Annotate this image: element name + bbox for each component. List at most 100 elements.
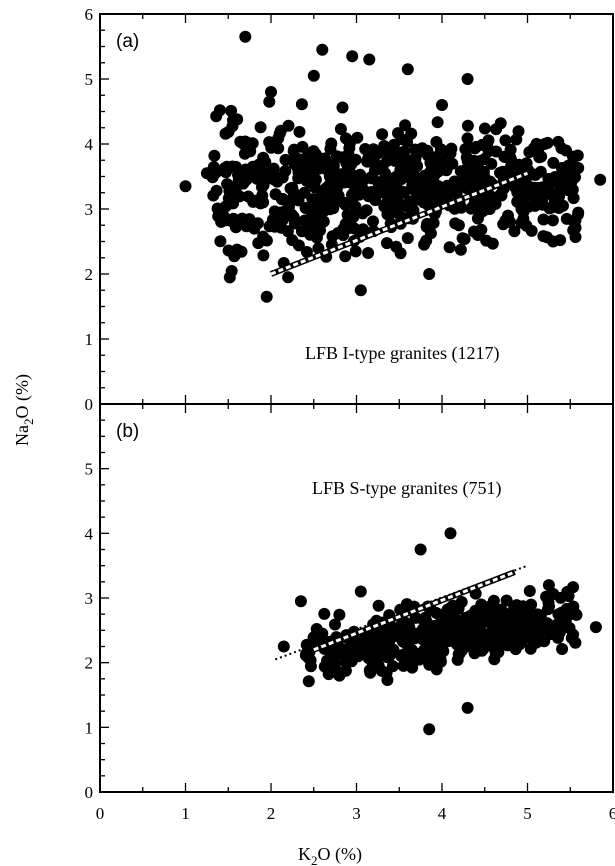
scatter-point bbox=[478, 122, 491, 135]
scatter-point bbox=[339, 250, 352, 263]
scatter-point bbox=[434, 143, 447, 156]
y-tick-label: 2 bbox=[85, 654, 94, 673]
scatter-point bbox=[401, 638, 413, 651]
scatter-point bbox=[459, 638, 472, 651]
scatter-point bbox=[415, 191, 428, 203]
scatter-point bbox=[298, 186, 311, 199]
scatter-point bbox=[516, 618, 529, 631]
scatter-point bbox=[464, 613, 477, 626]
scatter-point bbox=[227, 197, 240, 210]
scatter-point bbox=[279, 165, 292, 177]
panel-b-frame bbox=[99, 403, 614, 793]
scatter-point bbox=[265, 86, 277, 98]
scatter-point bbox=[219, 127, 232, 140]
scatter-point bbox=[436, 156, 449, 169]
scatter-point bbox=[471, 212, 484, 225]
scatter-point bbox=[571, 149, 584, 162]
scatter-point bbox=[430, 189, 443, 202]
scatter-point bbox=[427, 172, 440, 185]
scatter-point bbox=[461, 73, 474, 85]
scatter-point bbox=[336, 101, 349, 114]
y-tick-label: 3 bbox=[85, 589, 94, 608]
scatter-point bbox=[302, 219, 315, 232]
scatter-point bbox=[469, 624, 482, 637]
y-tick-label: 1 bbox=[85, 718, 94, 737]
scatter-point bbox=[353, 169, 366, 182]
scatter-point bbox=[452, 219, 465, 232]
scatter-point bbox=[331, 173, 344, 186]
scatter-point bbox=[479, 202, 492, 215]
scatter-point bbox=[594, 173, 607, 186]
scatter-point bbox=[374, 186, 387, 199]
scatter-point bbox=[237, 177, 250, 190]
scatter-point bbox=[329, 618, 341, 631]
scatter-point bbox=[385, 206, 398, 219]
scatter-point bbox=[260, 234, 273, 247]
scatter-point bbox=[406, 661, 419, 674]
scatter-point bbox=[210, 166, 223, 179]
scatter-point bbox=[329, 664, 342, 677]
scatter-point bbox=[332, 189, 345, 202]
scatter-point bbox=[538, 138, 551, 150]
x-tick-label: 5 bbox=[523, 804, 532, 823]
scatter-point bbox=[343, 137, 356, 150]
scatter-point bbox=[504, 161, 517, 174]
scatter-point bbox=[309, 173, 322, 186]
scatter-point bbox=[546, 201, 559, 214]
scatter-point bbox=[468, 647, 481, 660]
scatter-point bbox=[436, 99, 448, 111]
scatter-point bbox=[540, 187, 553, 200]
scatter-point bbox=[390, 240, 403, 253]
scatter-point bbox=[476, 138, 489, 151]
scatter-point bbox=[215, 212, 228, 225]
scatter-point bbox=[362, 247, 375, 259]
scatter-point bbox=[454, 165, 467, 178]
scatter-point bbox=[461, 119, 474, 132]
scatter-point bbox=[263, 95, 276, 108]
scatter-point bbox=[510, 133, 523, 146]
scatter-point bbox=[589, 621, 602, 634]
scatter-point bbox=[253, 158, 266, 171]
panel-b: 0 1 2 3 4 5 6 0 1 2 3 4 5 (b) LFB S-type granites (7… bbox=[85, 403, 615, 823]
scatter-point bbox=[362, 652, 375, 665]
scatter-point bbox=[367, 215, 379, 228]
scatter-point bbox=[547, 588, 560, 600]
panel-b-tag: (b) bbox=[116, 421, 139, 442]
scatter-point bbox=[302, 675, 315, 688]
scatter-point bbox=[470, 634, 482, 647]
scatter-point bbox=[300, 246, 313, 258]
scatter-point bbox=[411, 160, 423, 172]
x-tick-label: 4 bbox=[438, 804, 447, 823]
scatter-point bbox=[527, 633, 540, 646]
scatter-point bbox=[274, 124, 287, 137]
scatter-point bbox=[401, 63, 414, 76]
scatter-point bbox=[214, 235, 227, 248]
scatter-point bbox=[287, 186, 300, 199]
scatter-point bbox=[236, 212, 249, 225]
scatter-point bbox=[446, 599, 459, 612]
scatter-point bbox=[396, 133, 408, 146]
scatter-point bbox=[354, 585, 367, 598]
scatter-point bbox=[508, 225, 521, 238]
scatter-point bbox=[342, 148, 355, 161]
panel-a-tag: (a) bbox=[116, 31, 139, 52]
y-tick-label: 4 bbox=[85, 135, 94, 154]
panel-b-ticks: 0 1 2 3 4 5 6 0 1 2 3 4 5 bbox=[85, 403, 615, 823]
scatter-point bbox=[451, 625, 464, 638]
scatter-point bbox=[411, 649, 424, 662]
scatter-point bbox=[268, 168, 281, 181]
scatter-point bbox=[343, 222, 356, 234]
x-tick-label: 1 bbox=[181, 804, 190, 823]
scatter-point bbox=[567, 224, 580, 237]
scatter-point bbox=[488, 639, 501, 652]
scatter-point bbox=[439, 607, 452, 620]
scatter-point bbox=[345, 655, 358, 668]
scatter-point bbox=[318, 607, 331, 620]
scatter-point bbox=[431, 116, 444, 129]
scatter-point bbox=[376, 128, 389, 141]
y-tick-label: 1 bbox=[85, 330, 94, 349]
scatter-point bbox=[565, 632, 578, 644]
scatter-point bbox=[510, 599, 523, 612]
scatter-point bbox=[346, 188, 358, 201]
scatter-point bbox=[334, 123, 347, 135]
